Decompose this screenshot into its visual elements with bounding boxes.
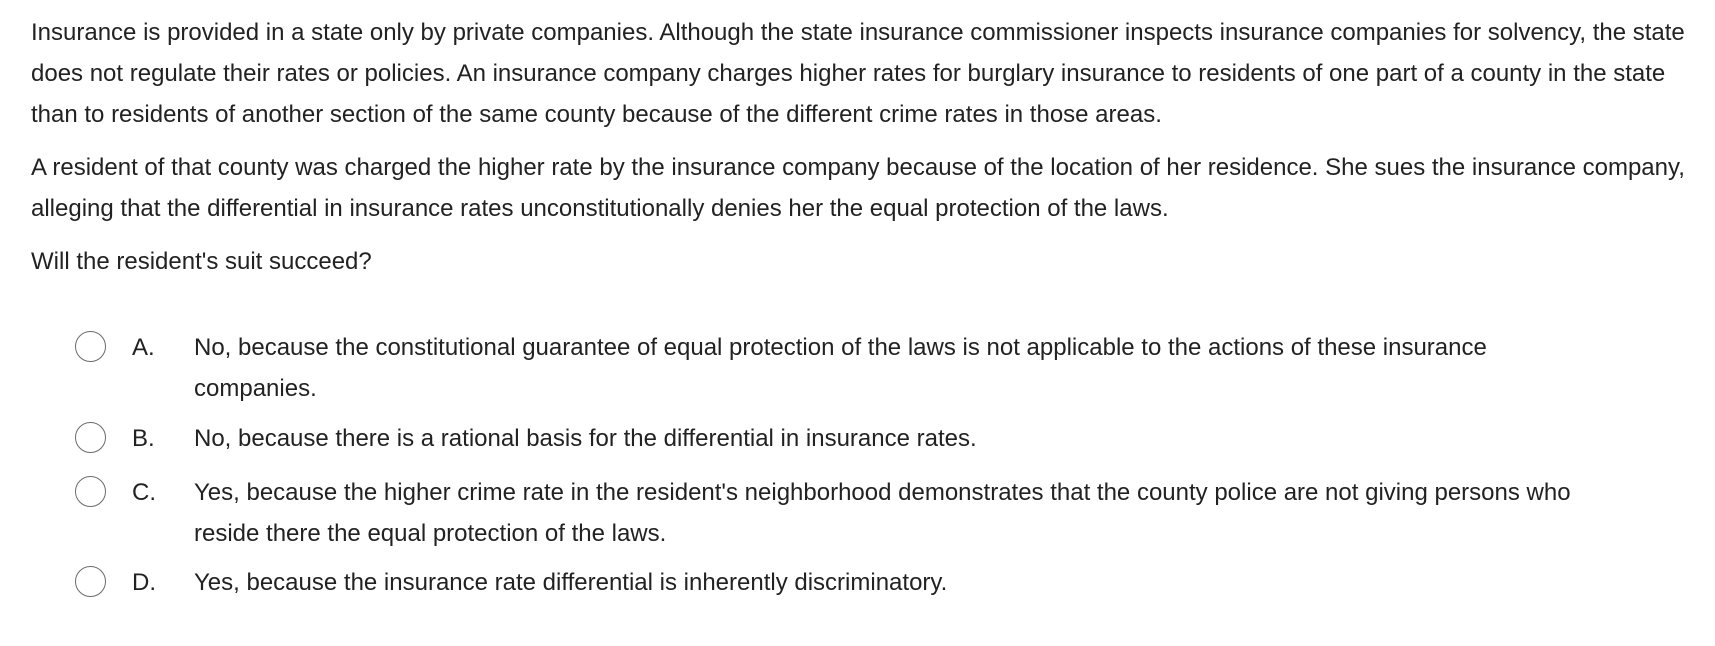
choice-letter-a: A. (132, 334, 155, 361)
choice-text-c-line-2: reside there the equal protection of the… (194, 520, 667, 547)
choice-letter-b: B. (132, 425, 155, 452)
choice-letter-d: D. (132, 569, 156, 596)
radio-button-c[interactable] (75, 476, 106, 507)
choice-text-a[interactable]: No, because the constitutional guarantee… (194, 327, 1694, 409)
stem-question-prompt: Will the resident's suit succeed? (31, 248, 372, 275)
choice-text-c-line-1: Yes, because the higher crime rate in th… (194, 479, 1571, 506)
choice-text-b-line-1: No, because there is a rational basis fo… (194, 425, 977, 452)
choice-text-a-line-1: No, because the constitutional guarantee… (194, 334, 1487, 361)
radio-button-b[interactable] (75, 422, 106, 453)
choice-text-c[interactable]: Yes, because the higher crime rate in th… (194, 472, 1694, 554)
stem-paragraph-facts: Insurance is provided in a state only by… (31, 19, 1685, 128)
stem-paragraph-lawsuit: A resident of that county was charged th… (31, 154, 1685, 222)
choice-letter-c: C. (132, 479, 156, 506)
question-stem: Insurance is provided in a state only by… (31, 12, 1695, 282)
radio-button-d[interactable] (75, 566, 106, 597)
choice-text-d[interactable]: Yes, because the insurance rate differen… (194, 562, 1694, 603)
radio-button-a[interactable] (75, 331, 106, 362)
choice-text-b[interactable]: No, because there is a rational basis fo… (194, 418, 1694, 459)
choice-text-a-line-2: companies. (194, 375, 317, 402)
choice-text-d-line-1: Yes, because the insurance rate differen… (194, 569, 948, 596)
